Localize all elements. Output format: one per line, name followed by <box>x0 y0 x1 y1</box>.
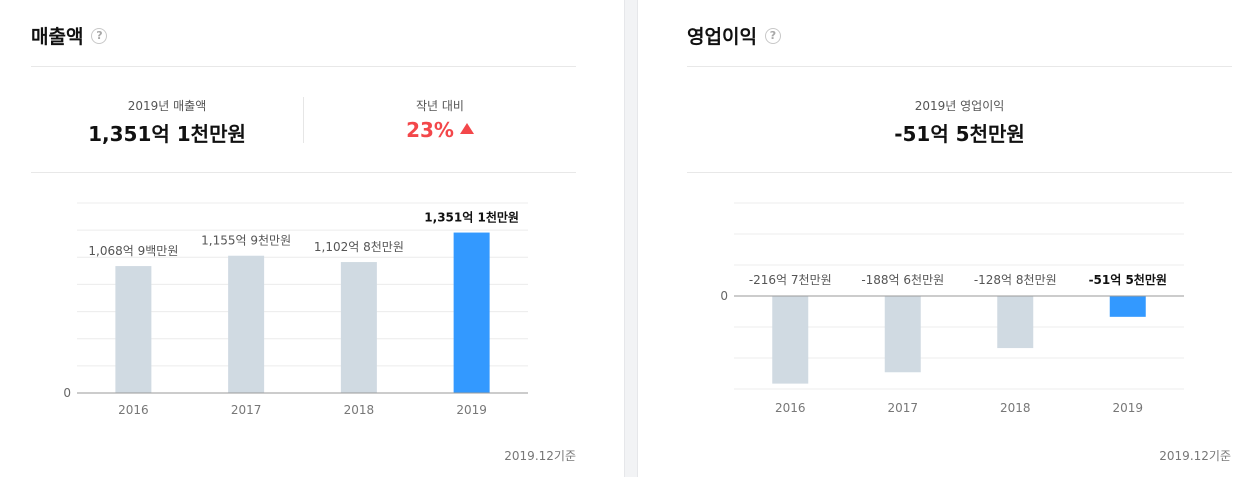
help-icon[interactable]: ? <box>764 27 781 44</box>
revenue-current-value: 1,351억 1천만원 <box>88 122 246 146</box>
revenue-current-label: 2019년 매출액 <box>127 99 207 113</box>
operating-income-y-tick-label: 0 <box>720 289 728 303</box>
revenue-bar <box>228 255 265 393</box>
revenue-category-label: 2018 <box>344 403 375 417</box>
revenue-value-label: 1,102억 8천만원 <box>314 239 404 254</box>
operating-income-category-label: 2018 <box>1000 401 1031 415</box>
revenue-title-text: 매출액 <box>31 26 84 48</box>
revenue-header-divider <box>31 66 576 67</box>
revenue-value-label: 1,068억 9백만원 <box>88 244 178 258</box>
operating-income-value-label: -188억 6천만원 <box>861 272 944 287</box>
operating-income-category-label: 2017 <box>887 401 918 415</box>
operating-income-bar <box>1109 296 1146 317</box>
revenue-yoy-value: 23% <box>406 118 454 142</box>
operating-income-bar <box>884 296 921 373</box>
revenue-category-label: 2017 <box>231 403 262 417</box>
operating-income-basis-date: 2019.12기준 <box>1159 449 1231 463</box>
operating-income-value-label: -51억 5천만원 <box>1089 272 1167 287</box>
operating-income-value-label: -216억 7천만원 <box>749 272 832 287</box>
revenue-bar <box>340 262 377 393</box>
operating-income-bar <box>997 296 1034 349</box>
revenue-yoy-value-row: 23% <box>304 118 576 142</box>
operating-income-panel: 영업이익 ? 2019년 영업이익 -51억 5천만원 -216억 7천만원 20… <box>638 0 1256 477</box>
operating-income-current-stat: 2019년 영업이익 -51억 5천만원 <box>687 97 1232 147</box>
revenue-panel: 매출액 ? 2019년 매출액 1,351억 1천만원 작년 대비 23% 1,… <box>0 0 624 477</box>
revenue-value-label: 1,351억 1천만원 <box>424 210 519 225</box>
revenue-yoy-label: 작년 대비 <box>416 99 464 113</box>
revenue-current-stat: 2019년 매출액 1,351억 1천만원 <box>31 97 303 147</box>
operating-income-stat-divider <box>687 172 1232 173</box>
revenue-chart: 1,068억 9백만원 2016 1,155억 9천만원 2017 1,102억 8천만… <box>63 202 528 417</box>
revenue-stat-divider <box>31 172 576 173</box>
operating-income-header-divider <box>687 66 1232 67</box>
revenue-basis-date: 2019.12기준 <box>504 449 576 463</box>
revenue-y-tick-label: 0 <box>63 386 71 400</box>
operating-income-category-label: 2016 <box>775 401 806 415</box>
operating-income-title: 영업이익 ? <box>687 22 781 49</box>
help-icon[interactable]: ? <box>91 27 108 44</box>
operating-income-value-label: -128억 8천만원 <box>974 272 1057 287</box>
revenue-title: 매출액 ? <box>31 22 108 49</box>
revenue-category-label: 2016 <box>118 403 149 417</box>
operating-income-current-value: -51억 5천만원 <box>894 122 1025 146</box>
operating-income-current-label: 2019년 영업이익 <box>914 99 1005 113</box>
revenue-bar <box>453 232 490 393</box>
panel-divider <box>624 0 638 477</box>
revenue-bar <box>115 266 152 393</box>
stat-separator <box>303 97 304 143</box>
revenue-category-label: 2019 <box>456 403 487 417</box>
operating-income-bar <box>772 296 809 384</box>
revenue-yoy-stat: 작년 대비 23% <box>304 97 576 142</box>
operating-income-chart: -216억 7천만원 2016 -188억 6천만원 2017 -128억 8천만원 20… <box>720 202 1184 415</box>
operating-income-category-label: 2019 <box>1112 401 1143 415</box>
operating-income-title-text: 영업이익 <box>687 26 757 48</box>
triangle-up-icon <box>459 123 474 134</box>
revenue-value-label: 1,155억 9천만원 <box>201 233 291 248</box>
